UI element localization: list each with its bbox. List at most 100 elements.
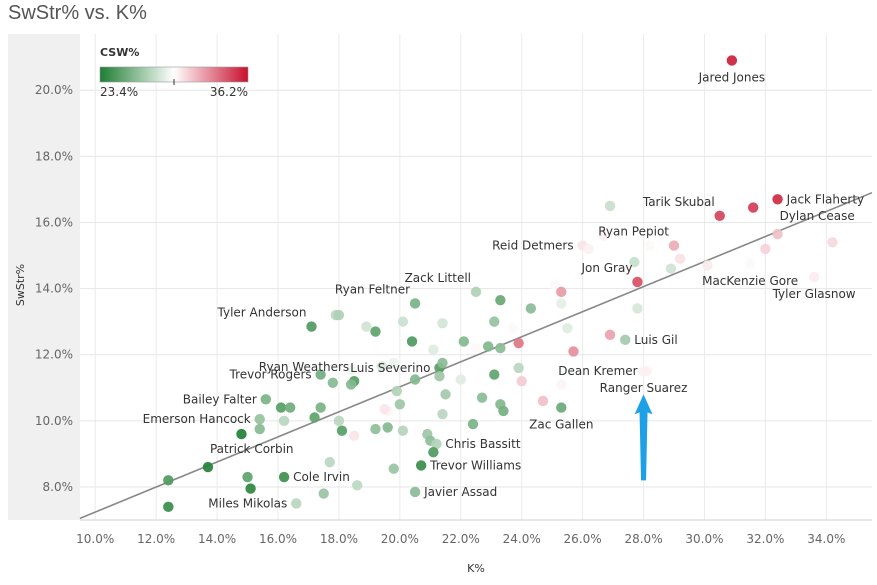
data-point [674,253,686,265]
point-label: Javier Assad [423,485,497,499]
point-label: Luis Severino [350,361,430,375]
data-point [583,243,594,255]
x-tick-label: 18.0% [320,532,358,546]
point-label: Ranger Suarez [600,381,688,395]
data-point [336,425,348,436]
data-point [604,200,616,212]
data-point [431,438,442,450]
y-tick-label: 20.0% [35,83,73,97]
x-tick-label: 14.0% [198,532,236,546]
data-point [525,303,537,314]
y-tick-label: 16.0% [35,215,73,229]
data-point [428,447,439,458]
data-point [437,409,448,420]
y-tick-label: 14.0% [35,282,73,296]
point-label: Jon Gray [580,261,632,275]
x-axis-ticks: 10.0% 12.0% 14.0% 16.0% 18.0% 20.0% 22.0% 24.0%… [76,532,845,546]
x-tick-label: 22.0% [442,532,480,546]
data-point [495,342,506,354]
data-point [458,336,470,347]
data-point [306,321,317,332]
point-label: Emerson Hancock [143,412,251,426]
data-point [556,298,567,309]
data-point [556,402,567,413]
chart-title: SwStr% vs. K% [8,2,147,24]
point-label: Ryan Weathers [259,360,349,374]
point-label: Ryan Feltner [335,282,410,296]
data-point [391,385,402,397]
point-label: Trevor Rogers [229,368,312,382]
data-point [324,456,335,468]
point-label: Jack Flaherty [786,192,865,206]
data-point [604,329,616,341]
data-point [665,263,677,274]
x-tick-label: 28.0% [624,532,662,546]
data-point [254,413,265,425]
gridlines [80,34,872,521]
point-label: Dylan Cease [780,209,855,223]
point-label: Jared Jones [698,70,766,84]
x-tick-label: 32.0% [746,532,784,546]
point-label: Tyler Anderson [217,306,307,320]
data-point [242,471,253,483]
data-point [278,415,290,427]
data-point [489,369,500,380]
point-label: MacKenzie Gore [702,274,798,288]
data-point [397,425,409,436]
data-point [482,341,494,352]
data-point [598,230,610,241]
y-axis-title: SwStr% [14,264,27,306]
legend-min-label: 23.4% [100,85,138,99]
point-label: Dean Kremer [558,364,637,378]
data-point [556,286,567,298]
data-point [370,423,381,435]
callout-arrow-shape [634,394,653,481]
points-layer [163,55,838,512]
point-label: Zack Littell [405,271,471,285]
point-label: Tyler Glasnow [772,287,856,301]
data-point [409,486,421,498]
data-point [629,256,640,268]
data-point [455,374,466,385]
y-axis-ticks: 8.0% 10.0% 12.0% 14.0% 16.0% 18.0% 20.0% [35,83,73,494]
data-point [827,237,838,248]
x-tick-label: 24.0% [503,532,541,546]
data-point [348,430,360,441]
data-point [370,326,381,337]
data-point [434,370,445,382]
data-point [275,402,287,413]
data-point [476,392,488,403]
data-point [668,240,680,251]
data-point [409,374,421,385]
data-point [470,286,482,298]
data-point [714,210,725,222]
x-tick-label: 16.0% [259,532,297,546]
point-label: Reid Detmers [492,239,574,253]
data-point [498,405,509,417]
data-point [495,294,506,306]
y-tick-label: 10.0% [35,414,73,428]
point-label: Chris Bassitt [445,437,520,451]
callout-arrow [634,394,653,481]
data-point [245,483,256,494]
data-point [333,415,345,427]
point-label: Bailey Falter [183,392,257,406]
data-point [808,271,820,283]
x-tick-label: 12.0% [137,532,175,546]
data-point [291,498,302,509]
y-axis-band [8,34,80,520]
data-point [437,357,448,369]
data-point [489,316,500,327]
data-point [726,55,738,66]
data-point [284,402,296,413]
color-legend[interactable]: CSW% 23.4% 36.2% [99,46,249,99]
data-point [397,316,409,327]
data-point [379,404,390,415]
point-label: Tarik Skubal [642,195,715,209]
data-point [437,318,448,329]
data-point [406,336,418,347]
data-point [163,475,174,486]
data-point [309,412,320,423]
x-tick-label: 10.0% [76,532,114,546]
